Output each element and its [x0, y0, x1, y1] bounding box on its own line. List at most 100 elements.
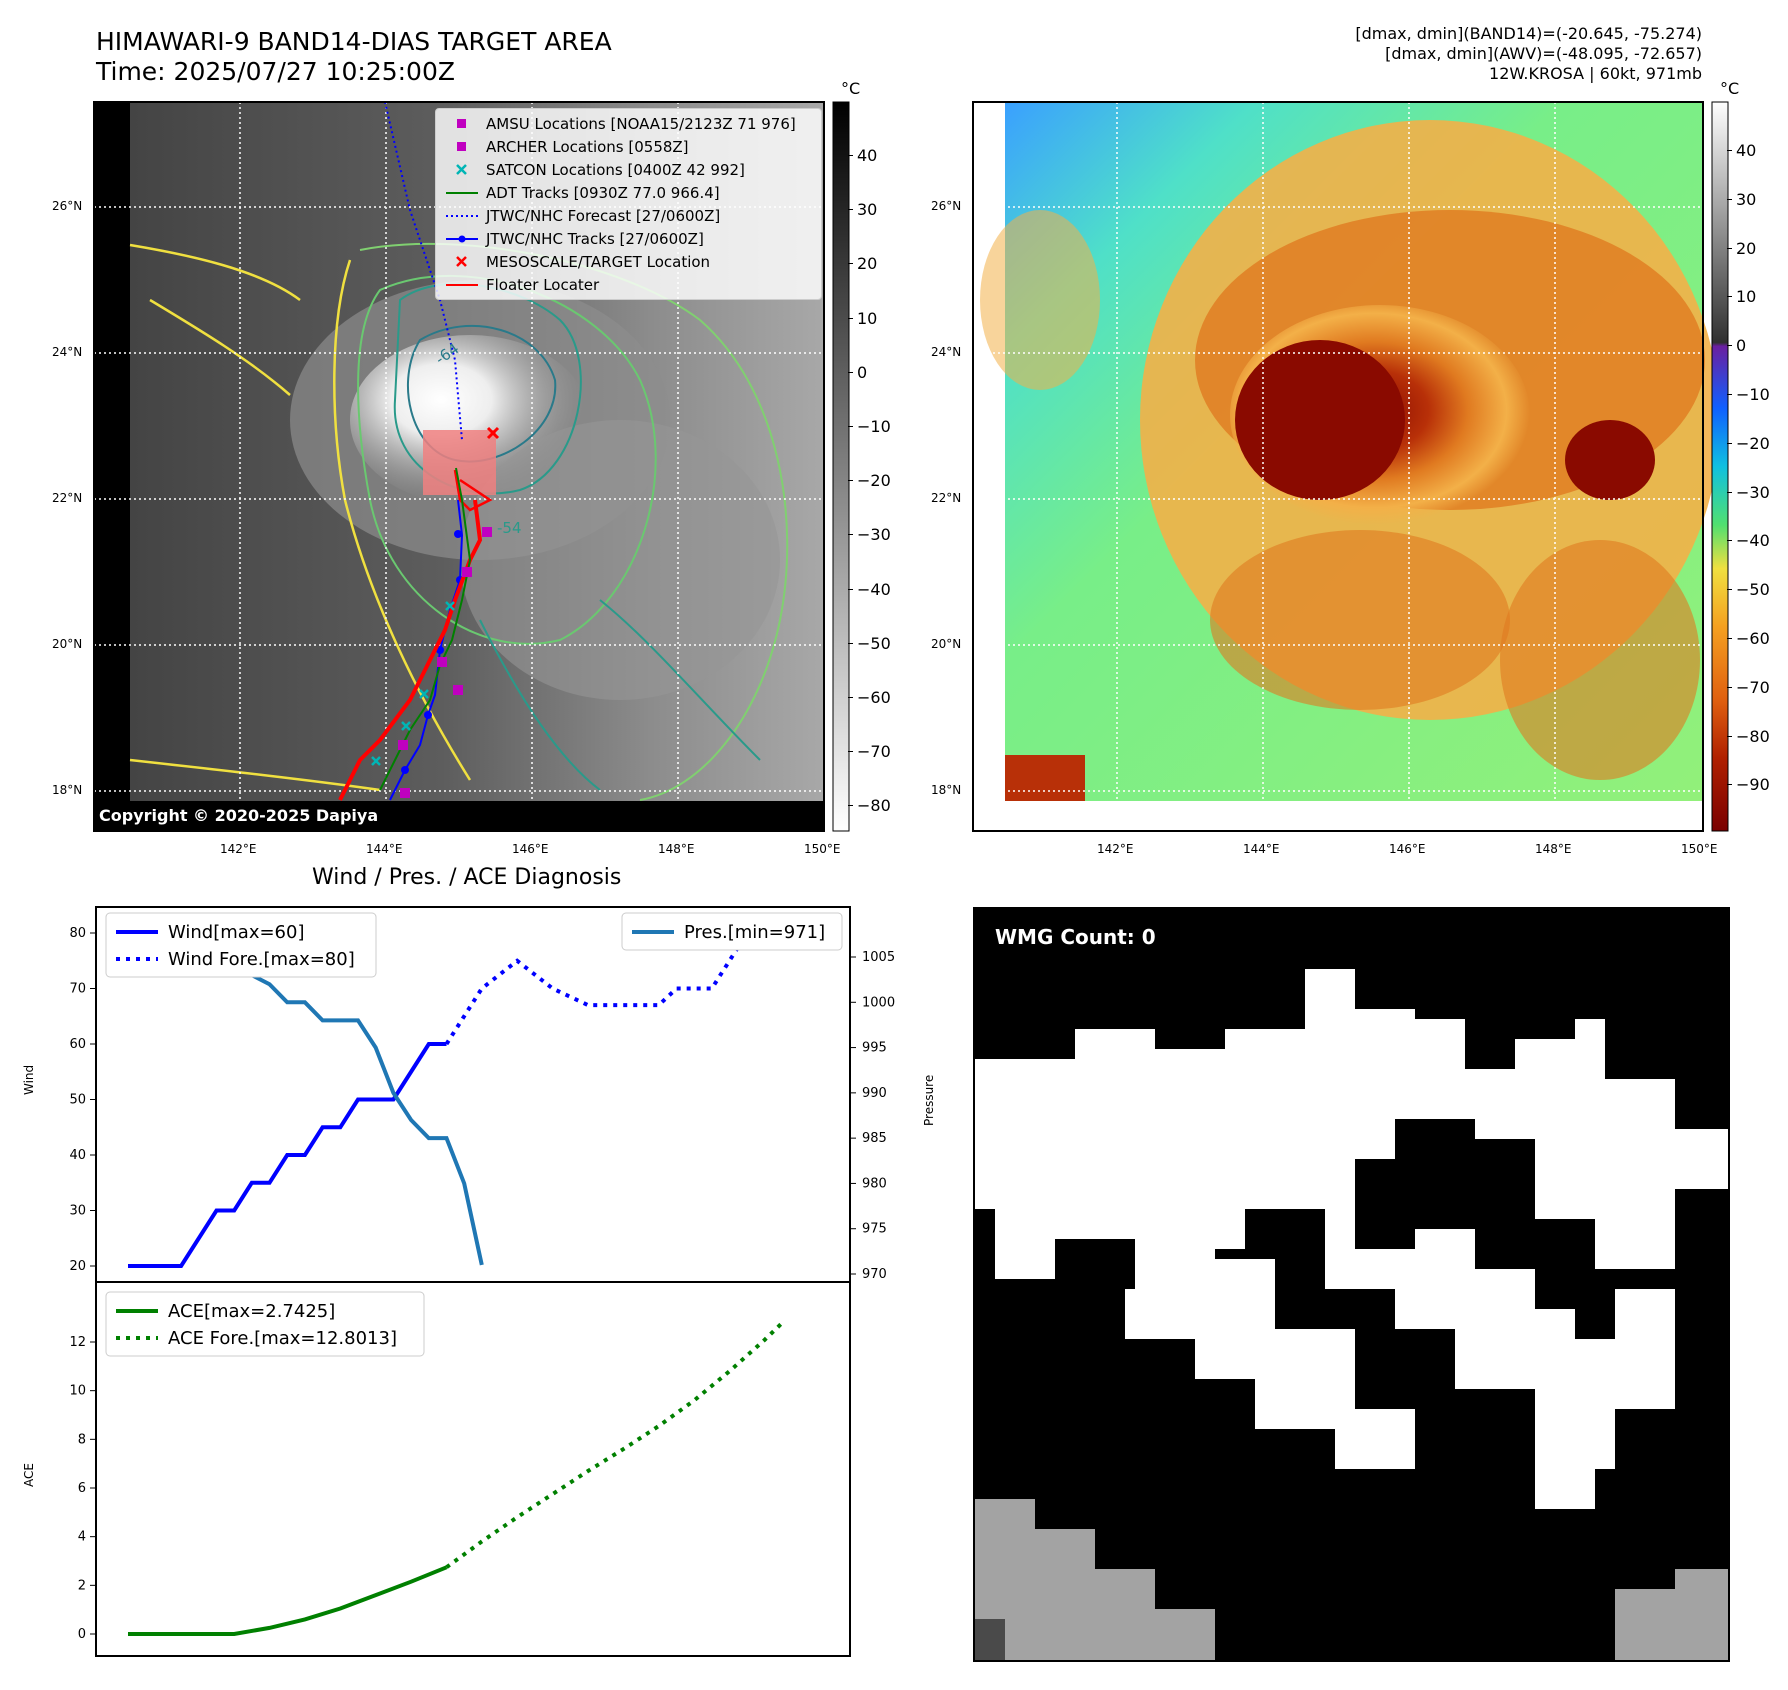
wind-ylabel: Wind: [22, 1064, 36, 1095]
colorbar-right-tick-label: −80: [1736, 726, 1770, 746]
colorbar-left-tick-label: −40: [857, 579, 891, 599]
colorbar-tick-mark: [848, 697, 853, 698]
colorbar-tick-mark: [1727, 247, 1732, 249]
colorbar-left-tick-label: 40: [857, 146, 878, 165]
colorbar-left-tick-label: −20: [857, 471, 891, 491]
series-line: [128, 1042, 447, 1268]
colorbar-right-tick-label: 20: [1736, 238, 1757, 258]
map-panels: -64 -54: [93, 101, 1729, 832]
lat-label-22-right: 22°N: [931, 491, 962, 505]
legend-entry: JTWC/NHC Tracks [27/0600Z]: [444, 228, 704, 250]
pressure-ytick-label: 1005: [862, 950, 895, 965]
colorbar-tick-mark: [1727, 540, 1732, 542]
legend-marker: [446, 192, 478, 194]
diagnosis-chart: 8070605040302010051000995990985980975970…: [69, 906, 895, 1657]
lat-label-24-left: 24°N: [52, 345, 83, 359]
main-title: HIMAWARI-9 BAND14-DIAS TARGET AREA: [96, 27, 612, 56]
colorbar-tick-mark: [1727, 686, 1732, 688]
colorbar-tick-mark: [848, 263, 853, 265]
wind-ytick-label: 20: [69, 1259, 86, 1274]
colorbar-tick-mark: [1727, 491, 1732, 493]
lon-label-142-right: 142°E: [1097, 842, 1134, 856]
colorbar-tick-mark: [1727, 638, 1732, 639]
lon-label-146-left: 146°E: [512, 842, 549, 856]
pressure-ytick-label: 980: [862, 1176, 887, 1191]
legend-label: JTWC/NHC Forecast [27/0600Z]: [486, 207, 721, 225]
legend-entry: AMSU Locations [NOAA15/2123Z 71 976]: [444, 113, 796, 135]
info-storm: 12W.KROSA | 60kt, 971mb: [1489, 64, 1702, 83]
colorbar-right: [1711, 101, 1729, 832]
colorbar-left: [832, 101, 850, 832]
pressure-ytick-label: 975: [862, 1222, 887, 1237]
colorbar-right-tick-label: 40: [1736, 141, 1757, 160]
legend-entry: SATCON Locations [0400Z 42 992]: [444, 159, 745, 181]
colorbar-left-tick-label: −30: [857, 525, 891, 545]
wmg-mask: [975, 969, 1728, 1660]
colorbar-tick-mark: [1727, 735, 1732, 737]
pressure-ytick-label: 990: [862, 1086, 887, 1101]
colorbar-tick-mark: [848, 317, 853, 319]
colorbar-tick-mark: [848, 588, 853, 590]
lat-label-20-right: 20°N: [931, 637, 962, 651]
chart-legend-box: [105, 1291, 425, 1357]
lon-label-146-right: 146°E: [1389, 842, 1426, 856]
colorbar-left-tick-label: 30: [857, 200, 878, 220]
pressure-ytick-label: 985: [862, 1131, 887, 1146]
colorbar-left-tick-label: −70: [857, 742, 891, 762]
ace-ytick-label: 2: [78, 1578, 86, 1593]
lon-label-144-left: 144°E: [366, 842, 403, 856]
legend-marker: [446, 215, 478, 217]
ace-ytick-label: 12: [69, 1335, 86, 1350]
chart-legend-label: ACE Fore.[max=12.8013]: [168, 1328, 397, 1349]
colorbar-right-tick-label: −10: [1736, 385, 1770, 404]
series-line: [128, 936, 484, 1266]
colorbar-tick-mark: [848, 209, 853, 211]
series-line: [128, 1565, 448, 1636]
map-legend: AMSU Locations [NOAA15/2123Z 71 976] ARCH…: [435, 108, 822, 300]
lon-label-150-right: 150°E: [1681, 842, 1718, 856]
ace-ytick-label: 6: [78, 1481, 86, 1496]
colorbar-left-tick-label: −60: [857, 688, 891, 707]
colorbar-tick-mark: [1727, 589, 1732, 591]
colorbar-right-tick-label: −20: [1736, 433, 1770, 453]
ace-ytick-label: 0: [78, 1627, 86, 1642]
legend-entry: MESOSCALE/TARGET Location: [444, 251, 710, 273]
colorbar-left-unit: °C: [841, 79, 861, 98]
colorbar-left-tick-label: 20: [857, 254, 878, 274]
chart-legend-label: Wind Fore.[max=80]: [168, 949, 355, 970]
colorbar-tick-mark: [1727, 442, 1732, 444]
time-label: Time: 2025/07/27 10:25:00Z: [96, 57, 455, 86]
chart-legend-label: Pres.[min=971]: [684, 922, 825, 943]
legend-label: SATCON Locations [0400Z 42 992]: [486, 161, 745, 179]
legend-entry: ADT Tracks [0930Z 77.0 966.4]: [444, 182, 720, 204]
colorbar-right-unit: °C: [1720, 79, 1740, 98]
colorbar-tick-mark: [848, 480, 853, 482]
colorbar-left-tick-label: 10: [857, 308, 878, 328]
wind-ytick-label: 70: [69, 982, 86, 997]
colorbar-tick-mark: [1727, 198, 1732, 200]
colorbar-right-tick-label: −50: [1736, 580, 1770, 600]
colorbar-right-tick-label: 10: [1736, 287, 1757, 307]
legend-label: AMSU Locations [NOAA15/2123Z 71 976]: [486, 115, 796, 133]
wind-ytick-label: 50: [69, 1093, 86, 1108]
colorbar-tick-mark: [848, 155, 853, 156]
lon-label-142-left: 142°E: [220, 842, 257, 856]
ace-axes-frame: [95, 1281, 851, 1657]
lat-label-22-left: 22°N: [52, 491, 83, 505]
lat-label-18-left: 18°N: [52, 783, 83, 797]
colorbar-tick-mark: [1727, 394, 1732, 395]
colorbar-tick-mark: [848, 642, 853, 644]
legend-label: JTWC/NHC Tracks [27/0600Z]: [486, 230, 704, 248]
lat-label-18-right: 18°N: [931, 783, 962, 797]
wind-ytick-label: 40: [69, 1148, 86, 1163]
colorbar-right-tick-label: −40: [1736, 531, 1770, 551]
legend-marker: [456, 164, 467, 175]
wmg-panel: WMG Count: 0: [973, 907, 1730, 1662]
lon-label-144-right: 144°E: [1243, 842, 1280, 856]
colorbar-tick-mark: [1727, 345, 1732, 347]
colorbar-tick-mark: [1727, 784, 1732, 786]
colorbar-right-tick-label: 30: [1736, 189, 1757, 209]
colorbar-tick-mark: [848, 534, 853, 536]
series-line: [444, 931, 749, 1046]
colorbar-left-tick-label: 0: [857, 362, 868, 382]
